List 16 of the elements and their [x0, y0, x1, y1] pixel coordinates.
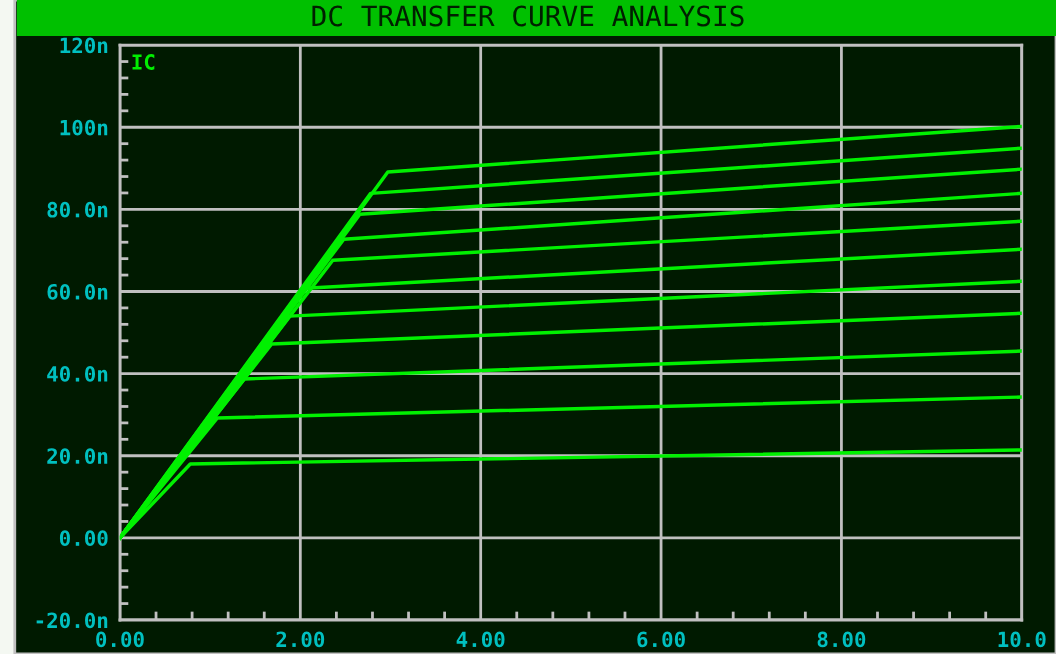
y-tick-label: 80.0n [47, 201, 108, 218]
y-tick-label: 120n [60, 37, 108, 54]
x-tick-label: 10.0 [998, 631, 1046, 648]
y-tick-label: 60.0n [47, 283, 108, 300]
y-axis-title: IC [132, 54, 155, 70]
x-tick-label: 6.00 [637, 631, 685, 648]
y-tick-label: 40.0n [47, 366, 108, 382]
x-tick-label: 8.00 [817, 631, 866, 648]
x-tick-label: 4.00 [456, 631, 505, 648]
x-tick-label: 0.00 [96, 631, 144, 648]
y-tick-label: -20.0n [36, 612, 108, 629]
y-tick-label: 20.0n [47, 448, 108, 464]
x-tick-label: 2.00 [276, 631, 325, 648]
y-tick-label: 100n [60, 119, 108, 136]
chart-title: DC TRANSFER CURVE ANALYSIS [312, 5, 744, 27]
y-tick-label: 0.00 [59, 530, 108, 547]
